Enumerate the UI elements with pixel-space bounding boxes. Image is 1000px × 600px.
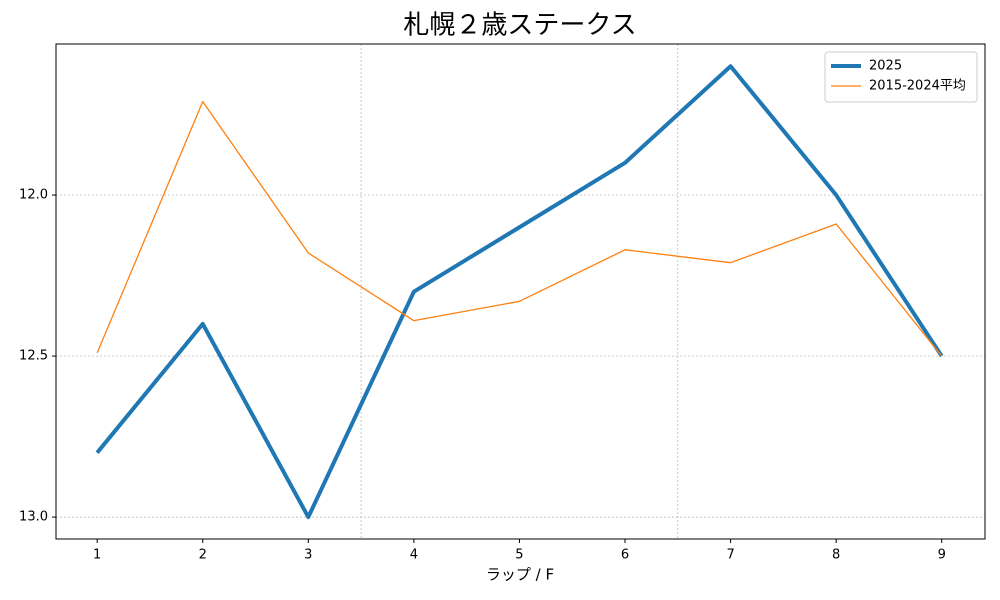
x-tick-label: 9 [938,548,946,563]
y-tick-label: 12.5 [19,349,48,364]
x-tick-label: 3 [304,548,312,563]
x-tick-label: 1 [93,548,101,563]
chart-title: 札幌２歳ステークス [403,11,636,41]
x-tick-label: 6 [621,548,629,563]
y-tick-label: 12.0 [19,188,48,203]
x-tick-label: 7 [726,548,734,563]
x-tick-label: 4 [410,548,418,563]
legend-label: 2015-2024平均 [869,79,966,94]
plot-frame [55,43,986,540]
line-series [96,100,943,357]
x-tick-label: 2 [199,548,207,563]
legend-label: 2025 [869,59,902,74]
line-series [95,64,944,520]
x-tick-label: 5 [515,548,523,563]
x-axis-label: ラップ / F [486,566,554,584]
x-tick-label: 8 [832,548,840,563]
legend-box [824,51,978,103]
legend: 2025 2015-2024平均 [824,51,978,103]
y-tick-label: 13.0 [19,510,48,525]
